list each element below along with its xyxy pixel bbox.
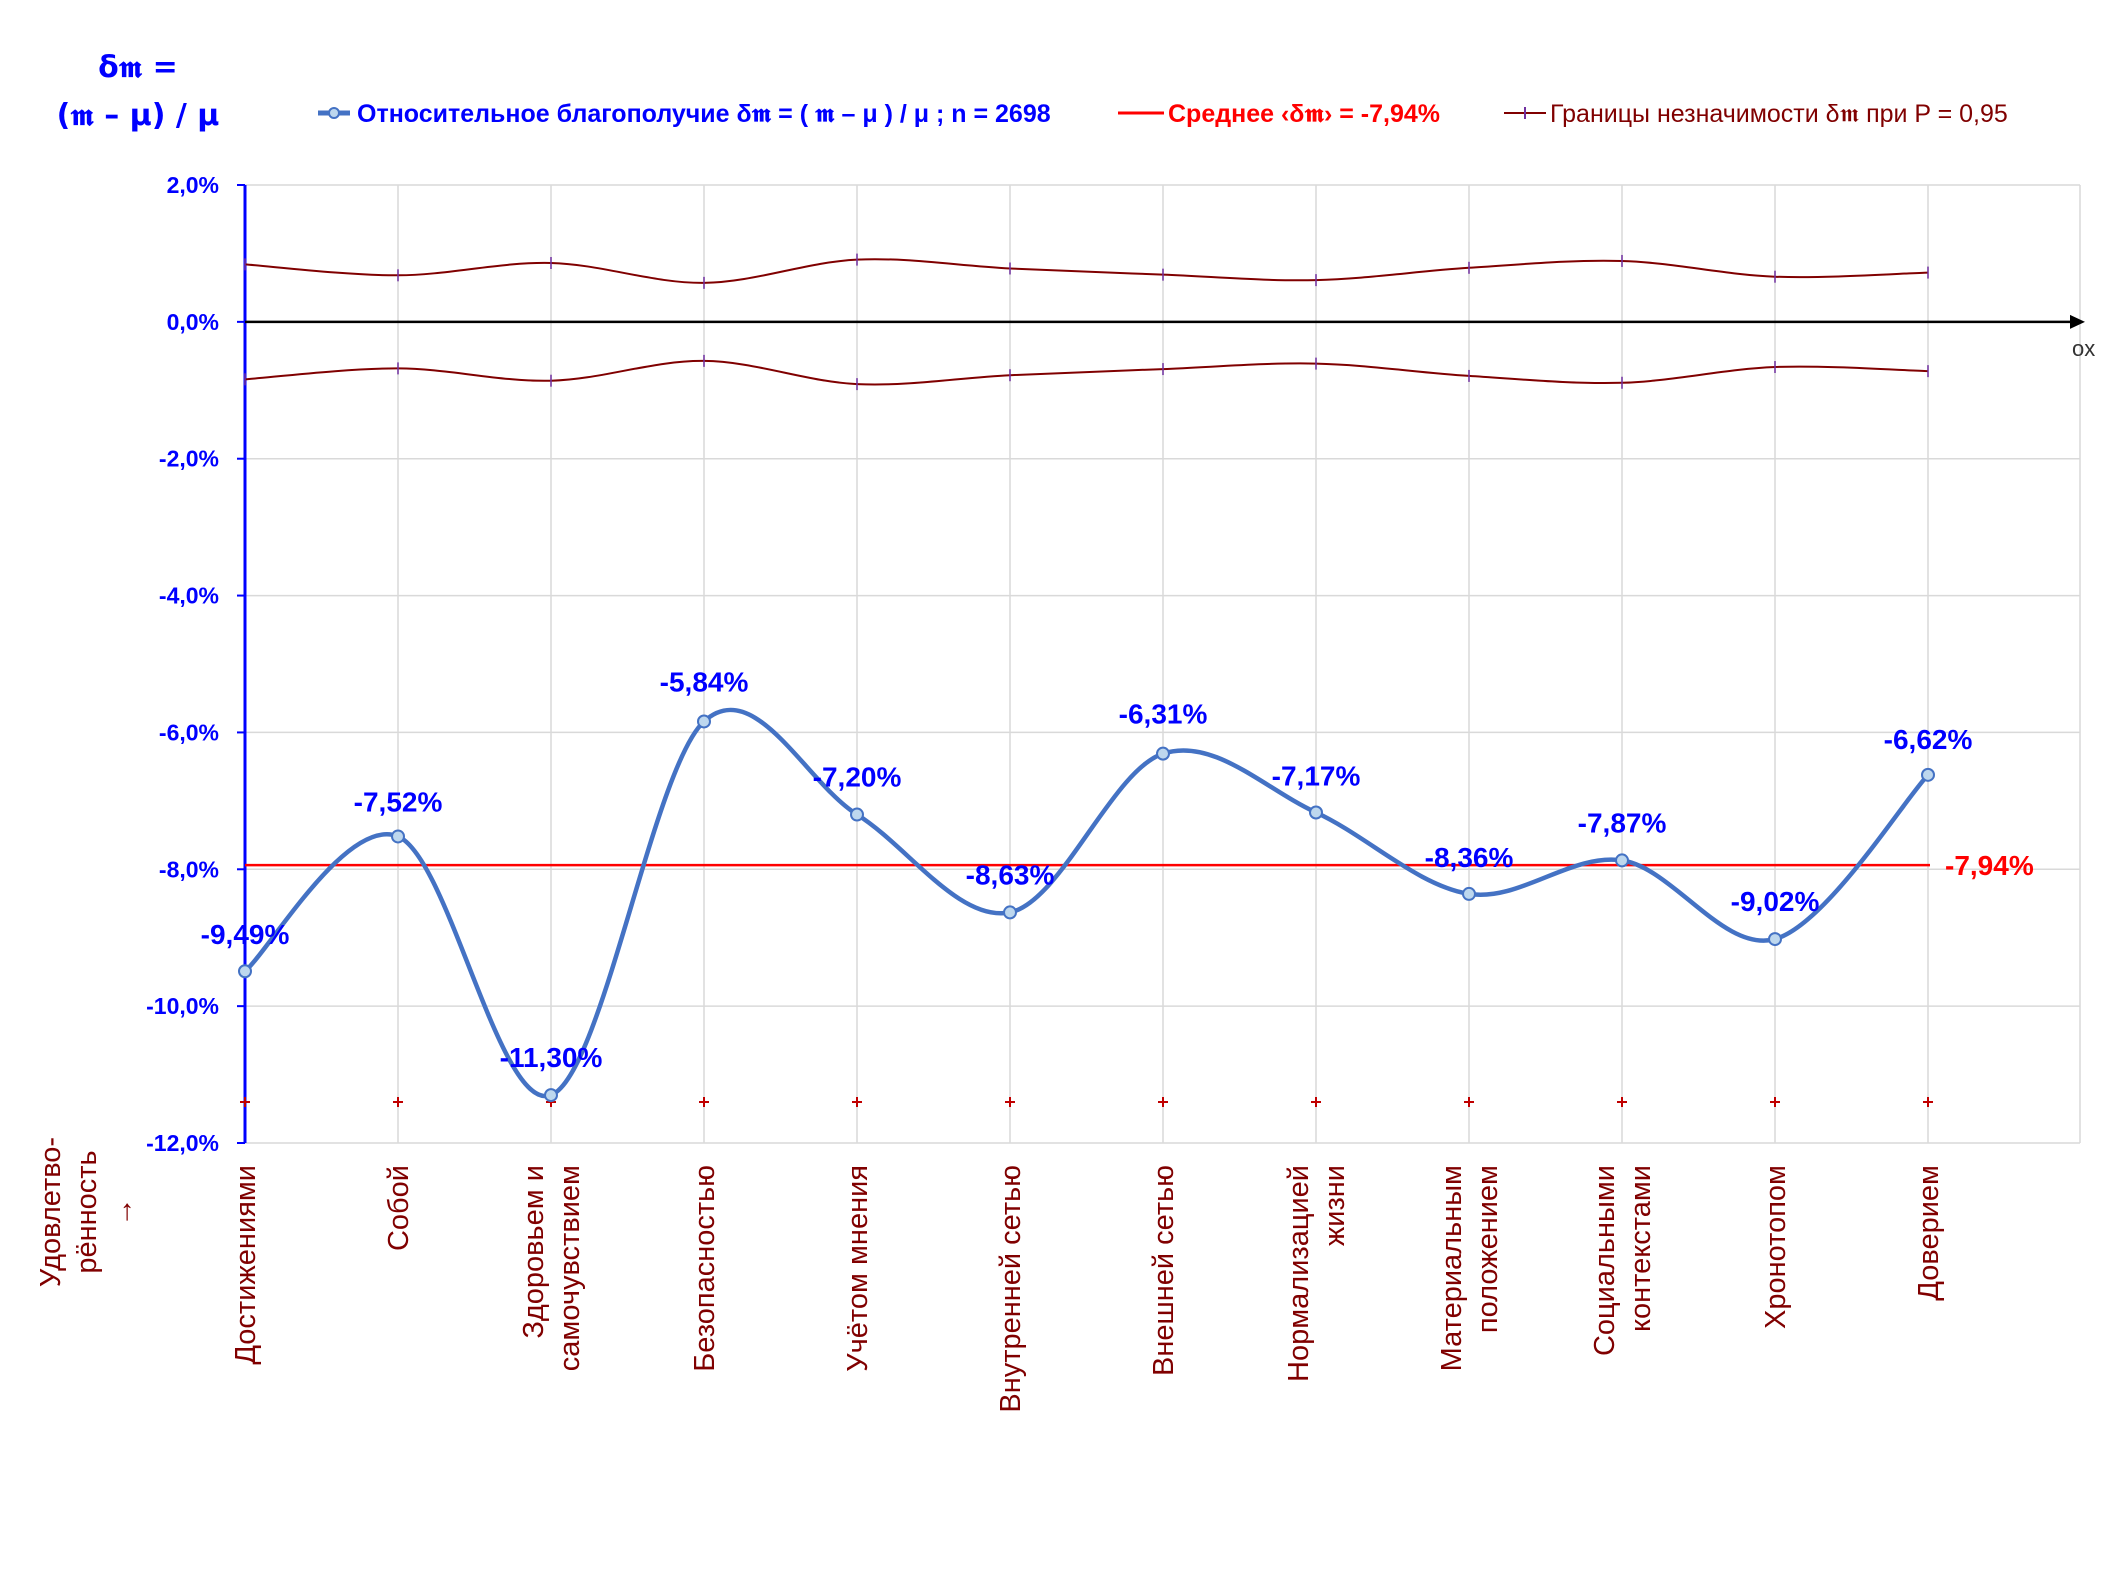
data-label: -9,02% [1731, 886, 1820, 917]
data-label: -9,49% [201, 919, 290, 950]
corner-label-arrow-icon: → [107, 1198, 139, 1227]
category-label-line: Нормализацией [1283, 1165, 1315, 1382]
bounds-row-marker [1923, 1096, 1933, 1107]
welfare-series-line [243, 707, 1930, 1099]
y-tick-label: -8,0% [159, 856, 219, 882]
category-label-line: Безопасностью [689, 1165, 721, 1372]
category-label: Достижениями [230, 1165, 262, 1365]
bounds-row-marker [240, 1096, 250, 1107]
category-label-line: жизни [1319, 1165, 1351, 1246]
legend-item-mean: Среднее ‹δ𝖒› = -7,94% [1118, 100, 1440, 128]
data-point [697, 714, 711, 729]
data-point [1003, 905, 1017, 920]
data-point [1309, 805, 1323, 820]
category-label-line: Внутренней сетью [995, 1165, 1027, 1413]
bounds-upper-line [244, 258, 1929, 284]
category-label: Социальными контекстами [1589, 1165, 1657, 1356]
category-label: Доверием [1913, 1165, 1945, 1301]
data-point [544, 1088, 558, 1103]
category-label: Собой [383, 1165, 415, 1251]
category-label-line: Собой [383, 1165, 415, 1251]
data-label: -8,36% [1425, 842, 1514, 873]
data-point [391, 829, 405, 844]
bounds-row-marker [1158, 1096, 1168, 1107]
bounds-row-marker [1617, 1096, 1627, 1107]
category-label-line: Материальным [1436, 1165, 1468, 1371]
data-point [1768, 932, 1782, 947]
legend: Относительное благополучие δ𝖒 = ( 𝖒 – μ … [318, 100, 2008, 128]
category-label-line: контекстами [1625, 1165, 1657, 1332]
category-label: Учётом мнения [842, 1165, 874, 1372]
y-axis-label-line1: δ𝖒 = [98, 50, 178, 85]
legend-welfare-marker [328, 107, 340, 119]
data-point [1921, 767, 1935, 782]
y-tick-label: 0,0% [167, 309, 219, 335]
bounds-row-marker [1464, 1096, 1474, 1107]
category-label-line: Социальными [1589, 1165, 1621, 1356]
data-point [1156, 746, 1170, 761]
category-label: Внешней сетью [1148, 1165, 1180, 1376]
legend-item-welfare: Относительное благополучие δ𝖒 = ( 𝖒 – μ … [318, 100, 1051, 128]
category-label: Здоровьем и самочувствием [518, 1165, 586, 1371]
y-tick-label: -12,0% [146, 1130, 219, 1156]
legend-item-bounds: Границы незначимости δ𝖒 при P = 0,95 [1504, 100, 2008, 128]
data-label: -8,63% [966, 859, 1055, 890]
corner-label: Удовлетво-рённость → [35, 1137, 139, 1287]
bounds-row-marker [393, 1096, 403, 1107]
category-label-line: Внешней сетью [1148, 1165, 1180, 1376]
legend-mean-label: Среднее ‹δ𝖒› = -7,94% [1168, 100, 1440, 128]
y-tick-label: -10,0% [146, 993, 219, 1019]
category-label-line: Учётом мнения [842, 1165, 874, 1372]
data-label: -7,20% [813, 762, 902, 793]
x-axis-name: ox [2072, 336, 2095, 361]
y-tick-label: -4,0% [159, 583, 219, 609]
category-label-line: Достижениями [230, 1165, 262, 1365]
category-label-line: Доверием [1913, 1165, 1945, 1301]
data-point [850, 807, 864, 822]
category-label-line: Хронотопом [1760, 1165, 1792, 1329]
bounds-row-marker [699, 1096, 709, 1107]
category-label-line: положением [1472, 1165, 1504, 1333]
data-label: -7,17% [1272, 760, 1361, 791]
category-label: Безопасностью [689, 1165, 721, 1372]
corner-label-line: Удовлетво- [35, 1137, 67, 1287]
bounds-row-marker [1005, 1096, 1015, 1107]
category-label: Хронотопом [1760, 1165, 1792, 1329]
data-label: -7,52% [354, 786, 443, 817]
y-axis-label-line2: (𝖒 – μ) / μ [57, 98, 220, 133]
bounds-row-marker [852, 1096, 862, 1107]
data-point [1615, 853, 1629, 868]
data-point [238, 964, 252, 979]
category-label-line: самочувствием [554, 1165, 586, 1371]
data-label: -7,87% [1578, 807, 1667, 838]
bounds-row-marker [1770, 1096, 1780, 1107]
corner-label-line: рённость [71, 1150, 103, 1273]
bounds-row-marker [1311, 1096, 1321, 1107]
data-point [1462, 886, 1476, 901]
category-label-line: Здоровьем и [518, 1165, 550, 1339]
data-label: -6,62% [1884, 724, 1973, 755]
y-tick-label: -2,0% [159, 446, 219, 472]
data-label: -11,30% [500, 1042, 603, 1073]
data-label: -5,84% [660, 666, 749, 697]
data-label: -6,31% [1119, 699, 1208, 730]
legend-bounds-label: Границы незначимости δ𝖒 при P = 0,95 [1550, 100, 2008, 128]
bounds-lower-line [244, 359, 1929, 386]
mean-value-label: -7,94% [1945, 850, 2034, 881]
plot-area: 2,0% 0,0% -2,0% -4,0% -6,0% -8,0% -10,0% -12,0%… [35, 172, 2095, 1413]
y-tick-label: 2,0% [167, 172, 219, 198]
legend-welfare-label: Относительное благополучие δ𝖒 = ( 𝖒 – μ … [357, 100, 1051, 128]
category-label: Материальным положением [1436, 1165, 1504, 1371]
y-tick-label: -6,0% [159, 719, 219, 745]
x-axis-arrow-icon [2070, 314, 2085, 329]
category-label: Внутренней сетью [995, 1165, 1027, 1413]
category-label: Нормализацией жизни [1283, 1165, 1351, 1382]
